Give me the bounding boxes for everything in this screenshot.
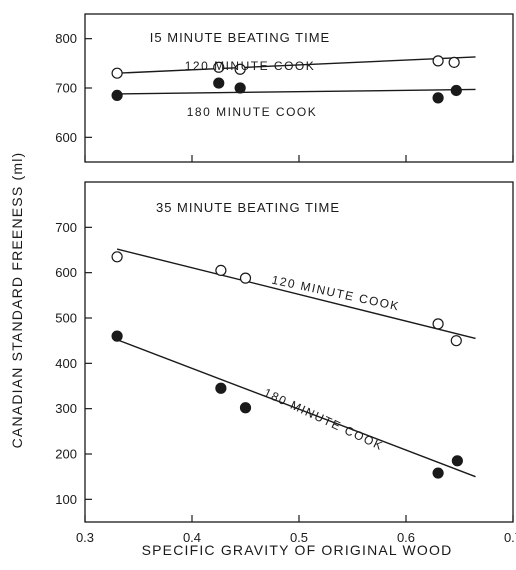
y-tick-label: 700 — [55, 81, 77, 96]
fit-line — [117, 88, 476, 95]
data-point-open — [111, 67, 123, 79]
y-tick-label: 500 — [55, 311, 77, 326]
y-tick-label: 700 — [55, 220, 77, 235]
series-label: 180 MINUTE COOK — [262, 385, 386, 453]
panel-title: I5 MINUTE BEATING TIME — [150, 30, 330, 45]
fit-line — [116, 248, 476, 340]
y-tick-label: 800 — [55, 31, 77, 46]
data-point-open — [432, 318, 444, 330]
series-label: 120 MINUTE COOK — [271, 273, 402, 314]
x-tick-label: 0.3 — [76, 530, 94, 545]
bottom-panel-chart: 100 200 300 400 500 600 700 0.3 0.4 0.5 0.6 0.7 35 M… — [55, 181, 516, 545]
panel-title: 35 MINUTE BEATING TIME — [156, 200, 340, 215]
data-point-filled — [111, 89, 123, 102]
x-tick-label: 0.6 — [397, 530, 415, 545]
y-tick-label: 400 — [55, 356, 77, 371]
y-tick-label: 200 — [55, 447, 77, 462]
data-point-open — [448, 56, 460, 68]
y-tick-label: 600 — [55, 130, 77, 145]
series-label: 180 MINUTE COOK — [187, 105, 318, 119]
x-tick-label: 0.4 — [183, 530, 201, 545]
y-tick-label: 100 — [55, 492, 77, 507]
data-point-open — [213, 61, 225, 73]
x-tick-label: 0.5 — [290, 530, 308, 545]
data-point-open — [234, 63, 246, 75]
data-point-open — [450, 335, 462, 347]
data-point-filled — [450, 84, 462, 97]
data-point-filled — [432, 92, 444, 104]
x-tick-label: 0.7 — [504, 530, 516, 545]
data-point-filled — [234, 82, 246, 94]
data-point-filled — [239, 402, 252, 414]
data-point-open — [215, 264, 227, 276]
fit-line — [117, 56, 476, 74]
data-point-filled — [451, 455, 463, 467]
data-point-filled — [432, 467, 444, 479]
x-axis-title: SPECIFIC GRAVITY OF ORIGINAL WOOD — [142, 542, 453, 558]
series-label: 120 MINUTE COOK — [185, 59, 316, 73]
top-panel-chart: 600 700 800 I5 MINUTE BEATING TIME 120 MINUT… — [55, 13, 514, 163]
data-point-open — [239, 272, 252, 284]
y-axis-title: CANADIAN STANDARD FREENESS (ml) — [9, 152, 25, 449]
data-point-open — [432, 55, 444, 67]
y-tick-label: 300 — [55, 401, 77, 416]
fit-line — [116, 339, 476, 478]
data-point-filled — [215, 382, 227, 394]
data-point-filled — [213, 77, 225, 89]
y-tick-label: 600 — [55, 265, 77, 280]
data-point-filled — [111, 330, 123, 342]
data-point-open — [111, 251, 123, 263]
